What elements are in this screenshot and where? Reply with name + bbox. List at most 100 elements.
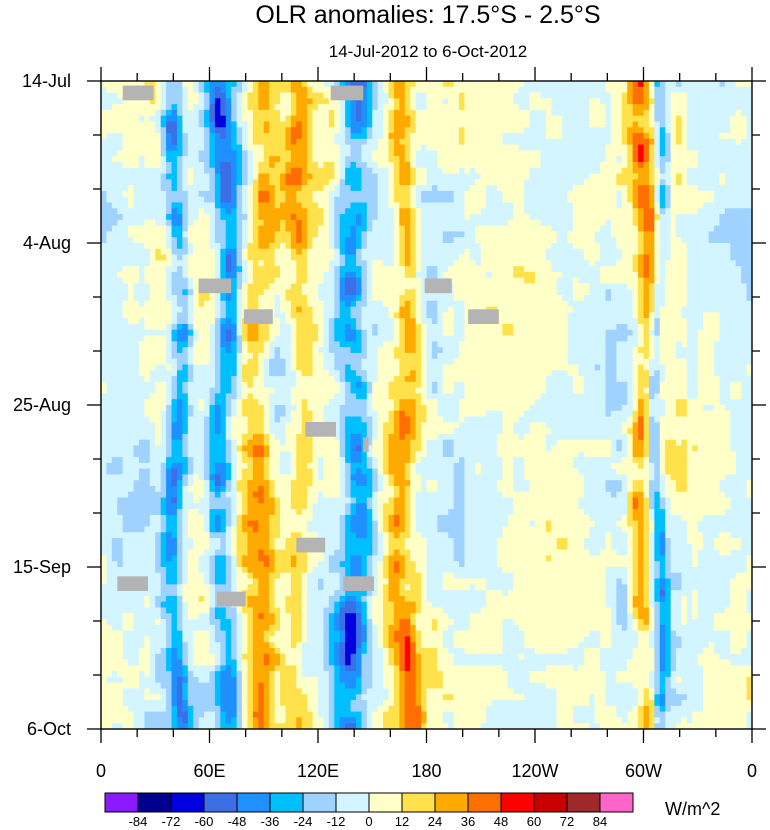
- heatmap-cell: [193, 156, 200, 163]
- heatmap-cell: [562, 179, 569, 186]
- heatmap-cell: [242, 254, 249, 261]
- heatmap-cell: [280, 254, 287, 261]
- heatmap-cell: [605, 156, 612, 163]
- heatmap-cell: [513, 162, 520, 169]
- heatmap-cell: [155, 306, 162, 314]
- heatmap-cell: [431, 214, 438, 221]
- heatmap-cell: [209, 219, 216, 227]
- heatmap-cell: [345, 214, 352, 221]
- heatmap-cell: [459, 266, 466, 273]
- heatmap-cell: [540, 109, 547, 117]
- heatmap-cell: [540, 225, 547, 233]
- heatmap-cell: [138, 219, 145, 227]
- heatmap-cell: [204, 133, 211, 140]
- heatmap-cell: [426, 196, 433, 204]
- heatmap-cell: [529, 214, 536, 221]
- heatmap-cell: [497, 225, 504, 233]
- heatmap-cell: [301, 190, 308, 198]
- heatmap-cell: [187, 318, 194, 325]
- heatmap-cell: [247, 86, 254, 94]
- heatmap-cell: [176, 92, 183, 99]
- heatmap-cell: [312, 190, 319, 198]
- heatmap-cell: [616, 243, 623, 250]
- heatmap-cell: [746, 127, 752, 134]
- heatmap-cell: [198, 300, 205, 308]
- heatmap-cell: [225, 219, 232, 227]
- heatmap-cell: [225, 231, 232, 238]
- heatmap-cell: [741, 266, 748, 273]
- heatmap-cell: [263, 277, 270, 285]
- heatmap-cell: [638, 121, 645, 128]
- heatmap-cell: [160, 208, 167, 215]
- heatmap-cell: [334, 156, 341, 163]
- heatmap-cell: [187, 185, 194, 192]
- heatmap-cell: [453, 138, 460, 146]
- heatmap-cell: [214, 266, 221, 273]
- heatmap-cell: [393, 115, 400, 123]
- heatmap-cell: [448, 271, 455, 279]
- heatmap-cell: [176, 283, 183, 290]
- heatmap-cell: [535, 248, 542, 256]
- heatmap-cell: [117, 138, 124, 146]
- heatmap-cell: [545, 312, 552, 319]
- heatmap-cell: [486, 92, 493, 99]
- heatmap-cell: [464, 214, 471, 221]
- heatmap-cell: [155, 115, 162, 123]
- heatmap-cell: [296, 289, 303, 296]
- heatmap-cell: [459, 144, 466, 152]
- heatmap-cell: [160, 260, 167, 267]
- heatmap-cell: [518, 300, 525, 308]
- heatmap-cell: [627, 156, 634, 163]
- heatmap-cell: [350, 318, 357, 325]
- heatmap-cell: [600, 115, 607, 123]
- heatmap-cell: [111, 254, 118, 261]
- heatmap-cell: [518, 260, 525, 267]
- heatmap-cell: [567, 306, 574, 314]
- heatmap-cell: [296, 115, 303, 123]
- heatmap-cell: [355, 300, 363, 308]
- heatmap-cell: [562, 185, 569, 192]
- heatmap-cell: [491, 219, 498, 227]
- heatmap-cell: [730, 190, 737, 198]
- heatmap-cell: [350, 248, 357, 256]
- heatmap-cell: [117, 219, 124, 227]
- heatmap-cell: [361, 92, 368, 99]
- heatmap-cell: [583, 127, 590, 134]
- heatmap-cell: [562, 190, 569, 198]
- heatmap-cell: [741, 260, 748, 267]
- heatmap-cell: [231, 237, 238, 244]
- heatmap-cell: [388, 248, 395, 256]
- heatmap-cell: [735, 202, 742, 209]
- heatmap-cell: [507, 271, 514, 279]
- heatmap-cell: [497, 179, 504, 186]
- heatmap-cell: [415, 225, 422, 233]
- heatmap-cell: [697, 133, 704, 140]
- heatmap-cell: [681, 98, 688, 105]
- heatmap-cell: [502, 150, 509, 157]
- heatmap-cell: [415, 104, 422, 111]
- heatmap-cell: [236, 271, 243, 279]
- heatmap-cell: [377, 312, 384, 319]
- heatmap-cell: [518, 289, 525, 296]
- heatmap-cell: [383, 138, 390, 146]
- heatmap-cell: [377, 196, 384, 204]
- heatmap-cell: [583, 133, 590, 140]
- heatmap-cell: [719, 98, 726, 105]
- heatmap-cell: [545, 271, 552, 279]
- heatmap-cell: [214, 133, 221, 140]
- heatmap-cell: [421, 219, 428, 227]
- heatmap-cell: [686, 202, 693, 209]
- heatmap-cell: [518, 295, 525, 302]
- heatmap-cell: [111, 266, 118, 273]
- heatmap-cell: [616, 156, 623, 163]
- heatmap-cell: [464, 150, 471, 157]
- heatmap-cell: [290, 185, 297, 192]
- heatmap-cell: [393, 173, 400, 180]
- heatmap-cell: [567, 225, 574, 233]
- heatmap-cell: [681, 254, 688, 261]
- heatmap-cell: [497, 185, 504, 192]
- heatmap-cell: [562, 109, 569, 117]
- heatmap-cell: [280, 109, 287, 117]
- heatmap-cell: [431, 196, 438, 204]
- heatmap-cell: [746, 92, 752, 99]
